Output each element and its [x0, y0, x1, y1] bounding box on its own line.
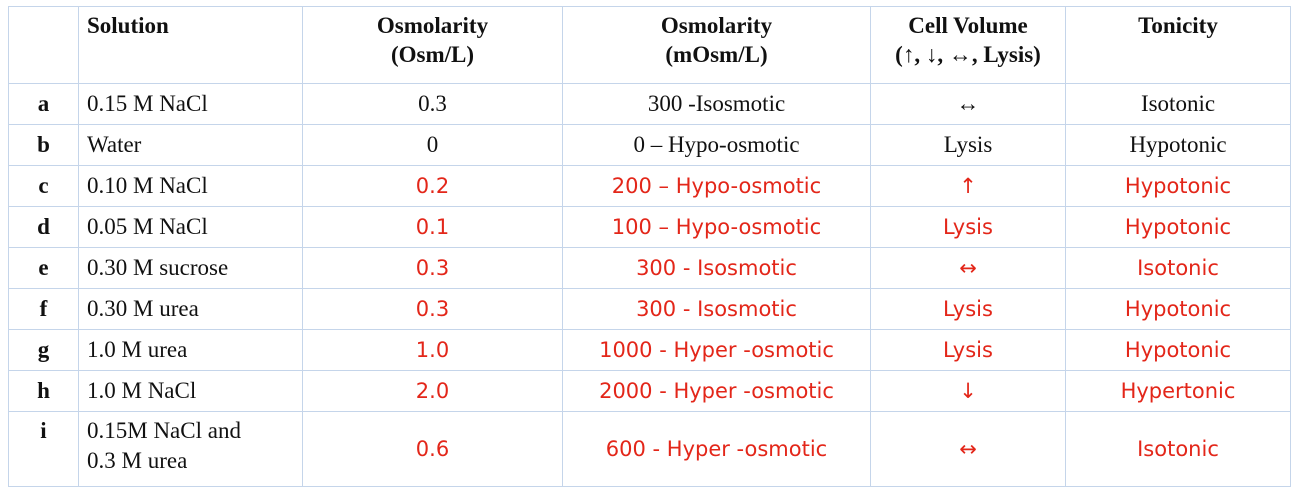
- table-cell: 0.15 M NaCl: [78, 83, 303, 125]
- table-cell: ↔: [870, 247, 1066, 289]
- table-cell: Hypertonic: [1065, 370, 1291, 412]
- row-label: d: [8, 206, 79, 248]
- row-label: c: [8, 165, 79, 207]
- row-label: b: [8, 124, 79, 166]
- table-cell: ↔: [870, 83, 1066, 125]
- table-cell: 0.2: [302, 165, 563, 207]
- table-cell: 0.30 M urea: [78, 288, 303, 330]
- table-cell: Lysis: [870, 206, 1066, 248]
- table-row: e 0.30 M sucrose 0.3 300 - Isosmotic ↔ Isoton…: [8, 247, 1291, 289]
- row-label: g: [8, 329, 79, 371]
- header-cell: Osmolarity (mOsm/L): [562, 6, 871, 84]
- table-cell: 0.6: [302, 411, 563, 487]
- table-cell: 0: [302, 124, 563, 166]
- table-row: h 1.0 M NaCl 2.0 2000 - Hyper -osmotic ↓ Hype…: [8, 370, 1291, 412]
- table-cell: 2.0: [302, 370, 563, 412]
- table-cell: 0.3: [302, 288, 563, 330]
- row-label: h: [8, 370, 79, 412]
- table-cell: 1.0: [302, 329, 563, 371]
- table-cell: 200 – Hypo-osmotic: [562, 165, 871, 207]
- table-row: i 0.15M NaCl and 0.3 M urea 0.6 600 - Hyper…: [8, 411, 1291, 487]
- row-label: f: [8, 288, 79, 330]
- table-row: f 0.30 M urea 0.3 300 - Isosmotic Lysis Hypot…: [8, 288, 1291, 330]
- table-cell: 300 - Isosmotic: [562, 288, 871, 330]
- table-cell: 300 - Isosmotic: [562, 247, 871, 289]
- table-row: b Water 0 0 – Hypo-osmotic Lysis Hypotonic: [8, 124, 1291, 166]
- table-cell: Isotonic: [1065, 411, 1291, 487]
- table-cell: Isotonic: [1065, 83, 1291, 125]
- table-row: g 1.0 M urea 1.0 1000 - Hyper -osmotic Lysis…: [8, 329, 1291, 371]
- table-cell: 300 -Isosmotic: [562, 83, 871, 125]
- table-cell: 0 – Hypo-osmotic: [562, 124, 871, 166]
- table-cell: Isotonic: [1065, 247, 1291, 289]
- table-cell: 1.0 M NaCl: [78, 370, 303, 412]
- table-row: d 0.05 M NaCl 0.1 100 – Hypo-osmotic Lysis Hy…: [8, 206, 1291, 248]
- table-cell: Hypotonic: [1065, 206, 1291, 248]
- table-cell: 0.05 M NaCl: [78, 206, 303, 248]
- table-cell: Hypotonic: [1065, 165, 1291, 207]
- header-cell: Tonicity: [1065, 6, 1291, 84]
- table-cell: Water: [78, 124, 303, 166]
- row-label: i: [8, 411, 79, 487]
- table-cell: 0.30 M sucrose: [78, 247, 303, 289]
- header-cell: Osmolarity (Osm/L): [302, 6, 563, 84]
- table-cell: 0.3: [302, 83, 563, 125]
- table-cell: 0.15M NaCl and 0.3 M urea: [78, 411, 303, 487]
- table-cell: Lysis: [870, 124, 1066, 166]
- header-row: Solution Osmolarity (Osm/L) Osmolarity (mO…: [8, 6, 1291, 84]
- header-cell: Cell Volume (↑, ↓, ↔, Lysis): [870, 6, 1066, 84]
- table-cell: 600 - Hyper -osmotic: [562, 411, 871, 487]
- table-cell: 0.1: [302, 206, 563, 248]
- table-cell: Lysis: [870, 329, 1066, 371]
- row-label: a: [8, 83, 79, 125]
- table-cell: 100 – Hypo-osmotic: [562, 206, 871, 248]
- table-cell: Hypotonic: [1065, 329, 1291, 371]
- table-cell: 2000 - Hyper -osmotic: [562, 370, 871, 412]
- table-cell: Lysis: [870, 288, 1066, 330]
- table-cell: 0.3: [302, 247, 563, 289]
- header-cell: [8, 6, 79, 84]
- table-cell: Hypotonic: [1065, 288, 1291, 330]
- table-cell: 0.10 M NaCl: [78, 165, 303, 207]
- row-label: e: [8, 247, 79, 289]
- table-cell: ↑: [870, 165, 1066, 207]
- table-body: a 0.15 M NaCl 0.3 300 -Isosmotic ↔ Isotonic b W…: [8, 83, 1291, 487]
- table-cell: 1000 - Hyper -osmotic: [562, 329, 871, 371]
- table-cell: ↓: [870, 370, 1066, 412]
- osmolarity-table: Solution Osmolarity (Osm/L) Osmolarity (mO…: [8, 6, 1291, 487]
- header-cell: Solution: [78, 6, 303, 84]
- table-cell: 1.0 M urea: [78, 329, 303, 371]
- table-row: c 0.10 M NaCl 0.2 200 – Hypo-osmotic ↑ Hypoto…: [8, 165, 1291, 207]
- table-cell: ↔: [870, 411, 1066, 487]
- table-row: a 0.15 M NaCl 0.3 300 -Isosmotic ↔ Isotonic: [8, 83, 1291, 125]
- table-cell: Hypotonic: [1065, 124, 1291, 166]
